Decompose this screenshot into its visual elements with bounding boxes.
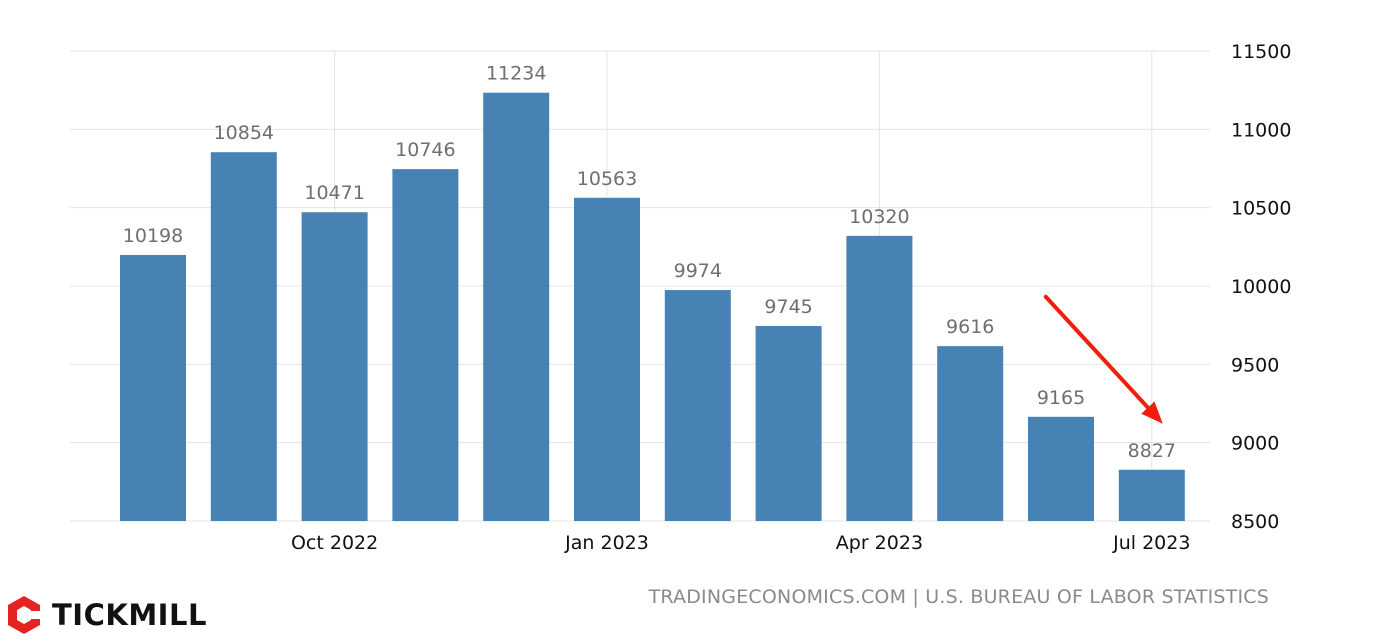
bar-chart: 10198 10854 10471 10746 11234 10563 9974 9745 10… (70, 41, 1291, 554)
data-label: 9974 (674, 260, 722, 282)
bar (483, 92, 550, 521)
data-label: 10854 (214, 122, 274, 144)
source-attribution: TRADINGECONOMICS.COM | U.S. BUREAU OF LA… (648, 586, 1269, 608)
tickmill-logo-icon (8, 596, 42, 634)
x-axis: Oct 2022 Jan 2023 Apr 2023 Jul 2023 (291, 532, 1190, 554)
brand-name: TICKMILL (52, 598, 207, 632)
data-label: 10320 (849, 206, 909, 228)
data-label: 10198 (123, 225, 183, 247)
bar (301, 212, 368, 521)
bars-layer (120, 92, 1185, 522)
annotation-arrow-line (1043, 294, 1150, 410)
data-label: 8827 (1128, 440, 1176, 462)
y-tick-label: 11000 (1231, 119, 1291, 141)
y-tick-label: 9000 (1231, 433, 1279, 455)
bar (574, 197, 640, 521)
data-label: 9616 (946, 316, 994, 338)
bar (664, 290, 731, 521)
bar (755, 325, 822, 521)
bar (392, 169, 459, 522)
data-label: 10563 (577, 168, 637, 190)
y-tick-label: 10500 (1231, 198, 1291, 220)
data-label: 10746 (395, 139, 455, 161)
data-label: 9165 (1037, 387, 1085, 409)
data-label: 10471 (304, 182, 364, 204)
data-label: 9745 (764, 296, 812, 318)
y-tick-label: 9500 (1231, 354, 1279, 376)
data-label: 11234 (486, 63, 546, 85)
x-tick-label: Jan 2023 (564, 532, 649, 554)
bar (1118, 469, 1185, 521)
bar (937, 346, 1004, 521)
y-axis: 11500 11000 10500 10000 9500 9000 8500 (1231, 41, 1291, 533)
x-tick-label: Apr 2023 (836, 532, 923, 554)
y-tick-label: 10000 (1231, 276, 1291, 298)
bar (846, 235, 913, 521)
y-tick-label: 8500 (1231, 511, 1279, 533)
annotation-layer (1043, 294, 1163, 424)
bar (210, 152, 277, 521)
bar (120, 254, 186, 522)
y-tick-label: 11500 (1231, 41, 1291, 63)
x-tick-label: Oct 2022 (291, 532, 378, 554)
brand-logo: TICKMILL (6, 594, 207, 636)
annotation-arrow-head (1141, 401, 1163, 424)
data-labels-layer: 10198 10854 10471 10746 11234 10563 9974 9745 10… (123, 63, 1176, 462)
x-tick-label: Jul 2023 (1112, 532, 1190, 554)
bar (1028, 416, 1094, 521)
